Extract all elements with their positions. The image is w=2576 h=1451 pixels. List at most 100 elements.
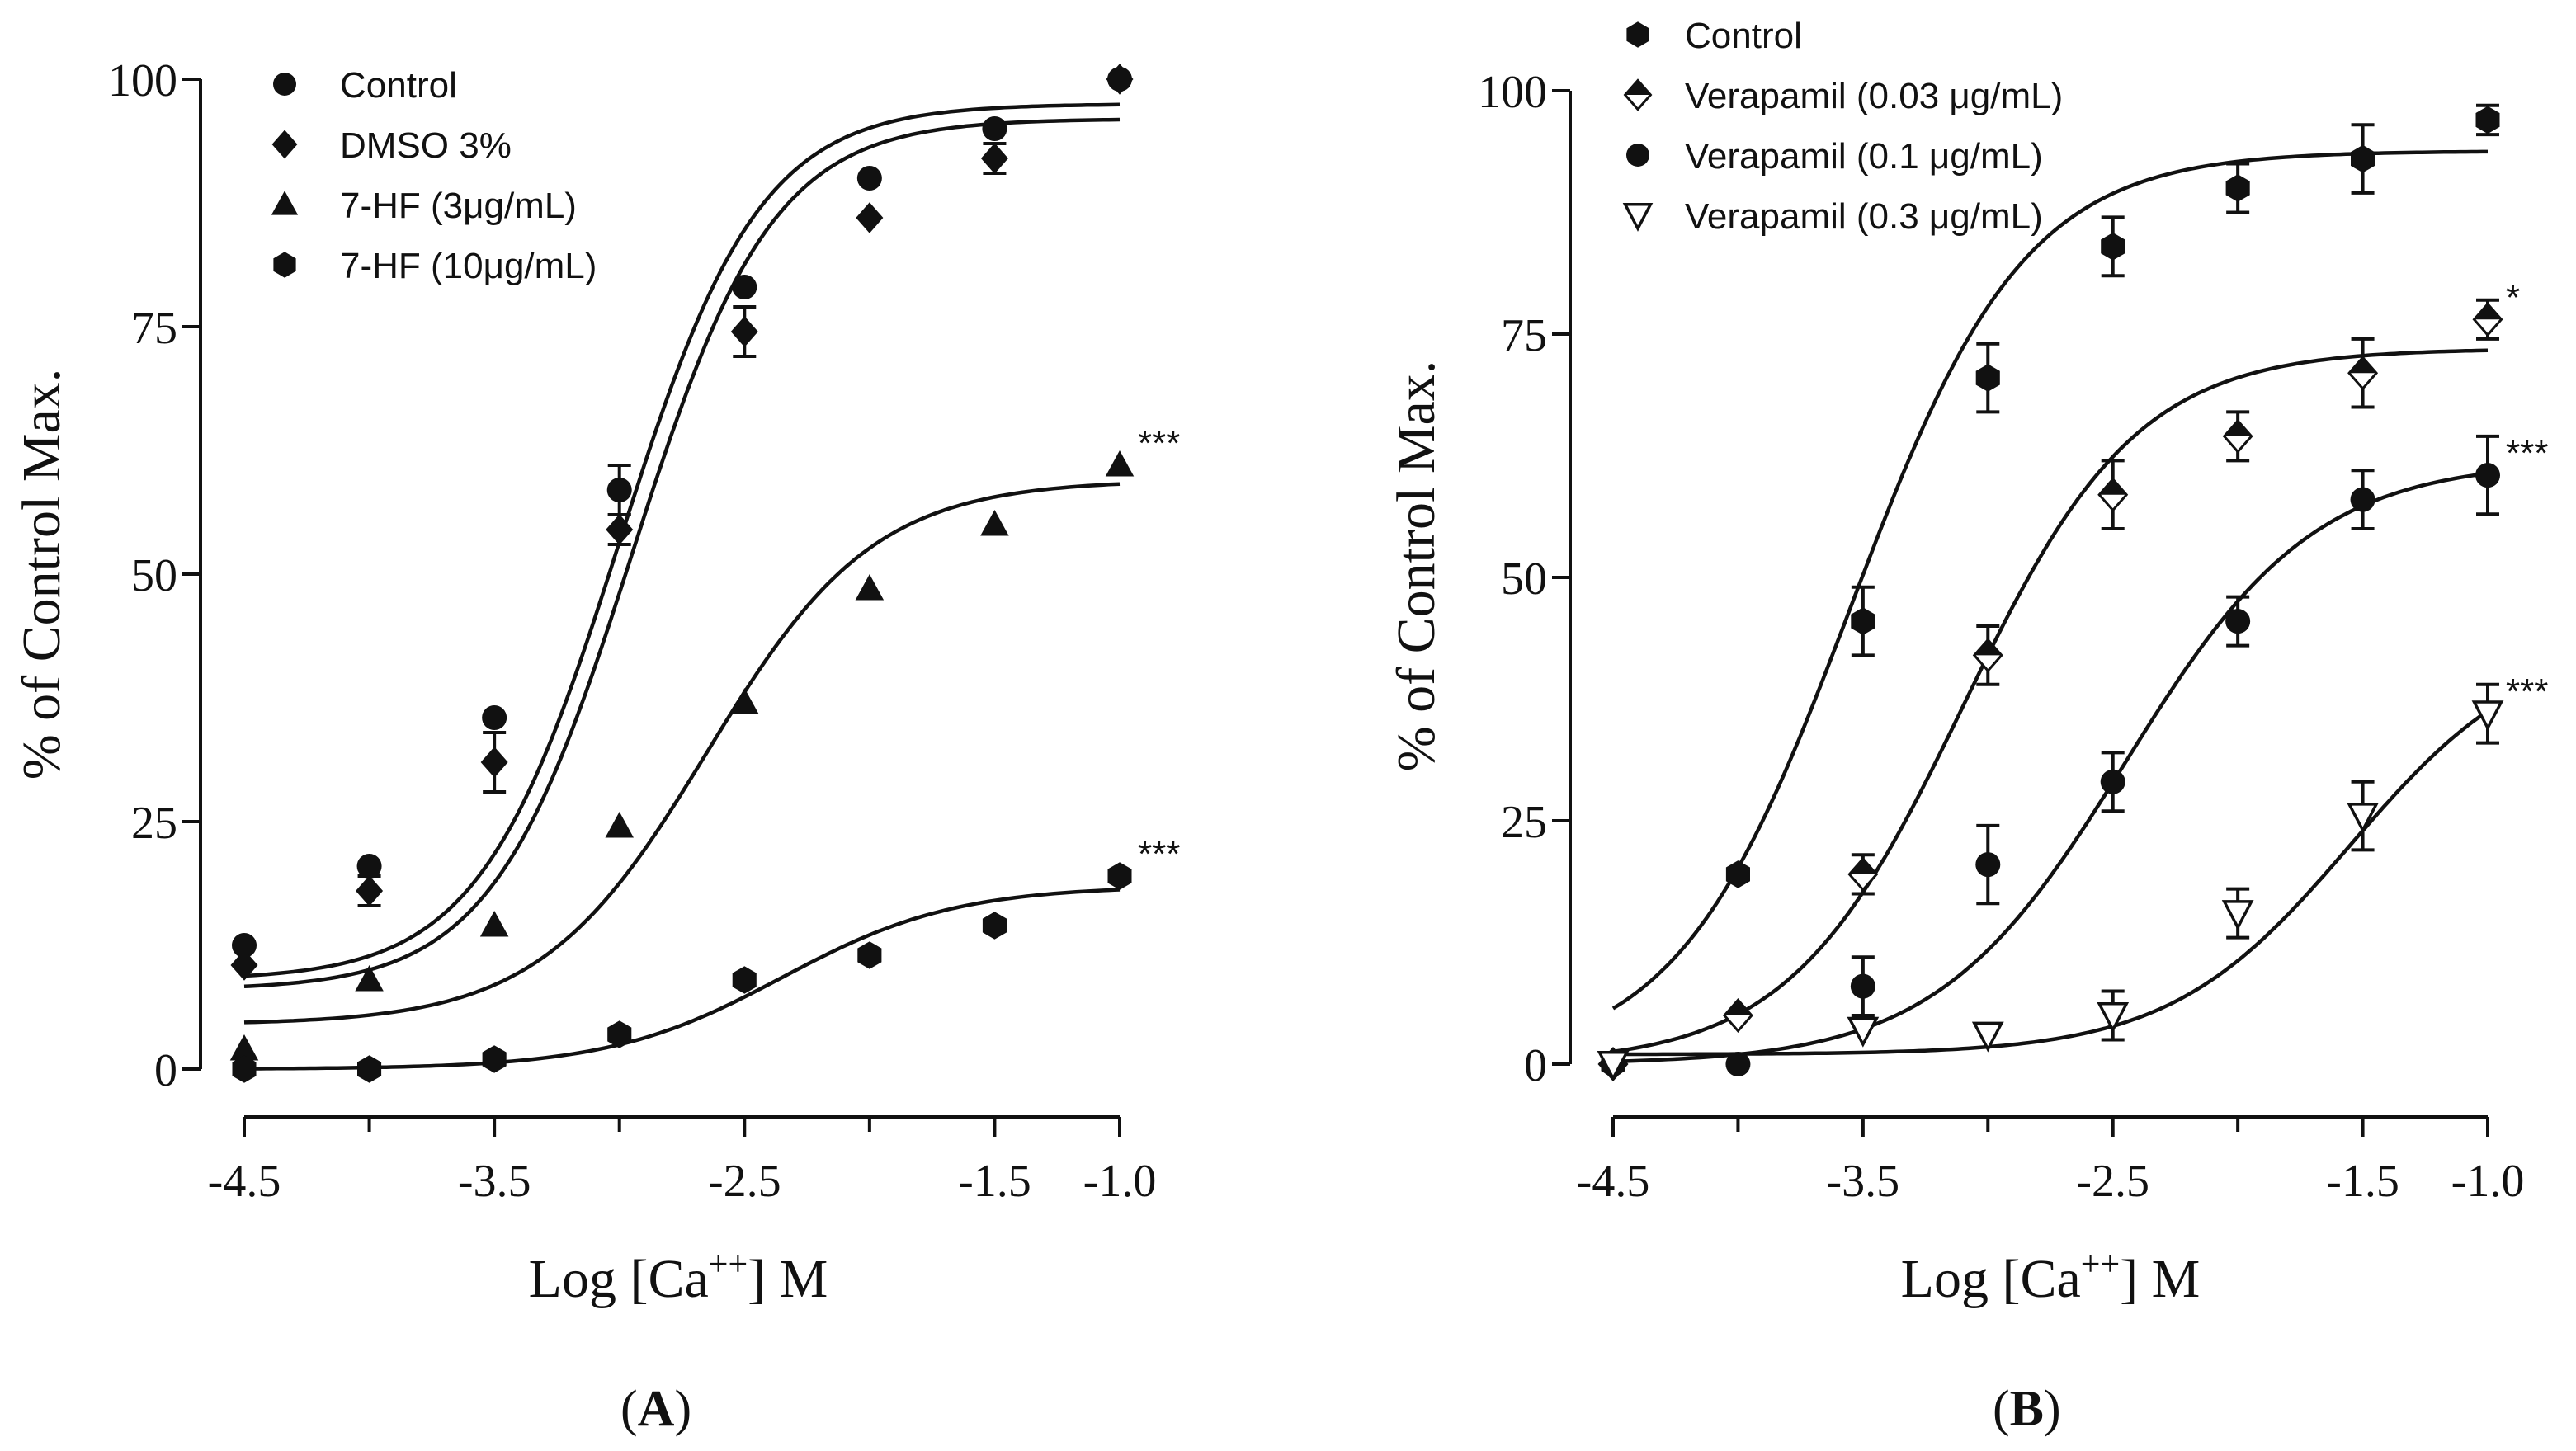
data-point-dmso-3- — [1106, 64, 1134, 95]
significance-label: *** — [2506, 433, 2548, 473]
data-point-control — [982, 116, 1007, 141]
legend-marker — [273, 252, 296, 278]
legend-label: Verapamil (0.3 μg/mL) — [1685, 196, 2043, 237]
marker-fill — [1849, 859, 1877, 874]
marker-fill — [1625, 80, 1651, 95]
data-point-verapamil-0-3-g-ml- — [1971, 1021, 2004, 1053]
fit-curve-dmso-3- — [243, 117, 1121, 989]
legend-marker — [271, 191, 299, 215]
y-tick-label: 75 — [1501, 310, 1547, 361]
data-point-control — [606, 478, 632, 502]
data-point-7-hf-10-g-ml- — [482, 1045, 507, 1073]
data-point-verapamil-0-3-g-ml- — [2347, 803, 2379, 834]
data-point-control — [2351, 144, 2375, 173]
data-point-7-hf-10-g-ml- — [857, 941, 882, 969]
y-tick-label: 25 — [1501, 797, 1547, 848]
data-point-dmso-3- — [730, 316, 758, 347]
fit-curve-verapamil-0-3-g-ml- — [1612, 709, 2489, 1057]
legend-marker — [273, 73, 296, 96]
legend-label: Control — [1685, 16, 1802, 56]
y-tick-label: 0 — [154, 1045, 177, 1096]
data-point-verapamil-0-1-g-ml- — [2100, 769, 2125, 794]
data-point-verapamil-0-1-g-ml- — [1725, 1052, 1751, 1076]
data-point-control — [1975, 364, 2000, 392]
significance-label: *** — [1138, 423, 1180, 464]
legend-label: Control — [340, 65, 457, 106]
y-tick-label: 0 — [1524, 1040, 1547, 1091]
data-point-verapamil-0-1-g-ml- — [2350, 487, 2375, 512]
data-point-control — [356, 854, 382, 879]
legend: Control Verapamil (0.03 μg/mL) Verapamil (… — [1622, 16, 2063, 237]
data-point-verapamil-0-1-g-ml- — [1975, 852, 2001, 878]
x-tick-label: -3.5 — [458, 1156, 531, 1207]
data-point-verapamil-0-3-g-ml- — [2471, 700, 2504, 732]
data-point-7-hf-10-g-ml- — [982, 912, 1007, 940]
panel-label: (B) — [1993, 1381, 2061, 1437]
data-point-verapamil-0-3-g-ml- — [2221, 900, 2254, 931]
data-point-dmso-3- — [356, 875, 384, 907]
data-point-control — [2225, 174, 2250, 202]
data-point-verapamil-0-3-g-ml- — [1597, 1051, 1630, 1082]
data-point-verapamil-0-3-g-ml- — [1847, 1016, 1880, 1048]
data-point-control — [232, 933, 257, 958]
marker-fill — [2474, 304, 2502, 320]
significance-label: *** — [1138, 834, 1180, 874]
y-tick-label: 50 — [131, 550, 177, 601]
data-point-dmso-3- — [980, 143, 1008, 174]
fit-curve-control — [243, 102, 1121, 978]
chart-panel-b: 0 25 50 75 100 -4.5 -3.5 -2.5 -1.5 -1.0 % of Contr… — [1386, 16, 2548, 1437]
x-axis-label-main: Log [Ca — [529, 1249, 709, 1309]
legend-label: 7-HF (10μg/mL) — [340, 246, 597, 286]
data-point-control — [482, 705, 507, 730]
data-point-dmso-3- — [480, 747, 508, 778]
x-tick-label: -4.5 — [1577, 1156, 1650, 1207]
data-point-7-hf-3-g-ml- — [229, 1034, 259, 1061]
x-tick-label: -4.5 — [208, 1156, 281, 1207]
fit-curve-7-hf-3-g-ml- — [243, 482, 1121, 1025]
data-point-7-hf-3-g-ml- — [605, 812, 634, 838]
data-point-7-hf-3-g-ml- — [980, 510, 1009, 536]
legend-label: 7-HF (3μg/mL) — [340, 186, 577, 226]
data-point-7-hf-10-g-ml- — [732, 966, 757, 994]
data-point-7-hf-10-g-ml- — [607, 1020, 632, 1048]
data-point-verapamil-0-03-g-ml- — [2472, 302, 2503, 337]
data-point-7-hf-3-g-ml- — [1105, 450, 1135, 477]
data-point-verapamil-0-03-g-ml- — [1972, 638, 2003, 673]
marker-fill — [1724, 1000, 1752, 1015]
panel-label-close: ) — [674, 1381, 691, 1437]
data-point-7-hf-3-g-ml- — [479, 911, 509, 937]
data-point-control — [2101, 233, 2125, 261]
data-point-7-hf-3-g-ml- — [730, 688, 759, 714]
x-tick-label: -3.5 — [1827, 1156, 1900, 1207]
x-axis-label: Log [Ca++] M — [529, 1246, 828, 1309]
data-point-7-hf-10-g-ml- — [232, 1055, 257, 1083]
x-axis-label-end: ] M — [748, 1249, 828, 1309]
marker-fill — [2349, 357, 2377, 374]
data-point-7-hf-10-g-ml- — [357, 1055, 382, 1083]
y-tick-label: 100 — [108, 55, 177, 106]
y-tick-label: 100 — [1478, 67, 1547, 118]
data-point-control — [1725, 860, 1750, 888]
legend-label: DMSO 3% — [340, 125, 512, 166]
data-point-verapamil-0-1-g-ml- — [2225, 609, 2251, 634]
chart-panel-a: 0 25 50 75 100 -4.5 -3.5 -2.5 -1.5 -1.0 % of Contr… — [12, 55, 1180, 1437]
y-axis-label: % of Control Max. — [1386, 360, 1446, 772]
legend-marker — [1622, 202, 1654, 232]
data-point-verapamil-0-03-g-ml- — [2347, 356, 2379, 391]
x-tick-label: -1.0 — [1083, 1156, 1157, 1207]
fit-curve-control — [1611, 149, 2488, 1011]
data-point-verapamil-0-3-g-ml- — [2097, 1002, 2130, 1034]
legend-label: Verapamil (0.1 μg/mL) — [1685, 136, 2043, 177]
marker-fill — [2224, 421, 2252, 436]
x-axis-label-main: Log [Ca — [1901, 1249, 2081, 1309]
data-point-dmso-3- — [606, 514, 634, 545]
fit-curve-7-hf-10-g-ml- — [244, 888, 1121, 1071]
panel-label-letter: B — [2010, 1381, 2044, 1437]
x-tick-label: -2.5 — [2076, 1156, 2149, 1207]
x-axis-label-sup: ++ — [709, 1246, 748, 1284]
data-point-verapamil-0-03-g-ml- — [2097, 477, 2129, 512]
significance-label: * — [2506, 277, 2520, 318]
data-point-control — [1851, 607, 1875, 635]
legend-marker — [1626, 144, 1649, 167]
marker-fill — [1974, 639, 2002, 656]
